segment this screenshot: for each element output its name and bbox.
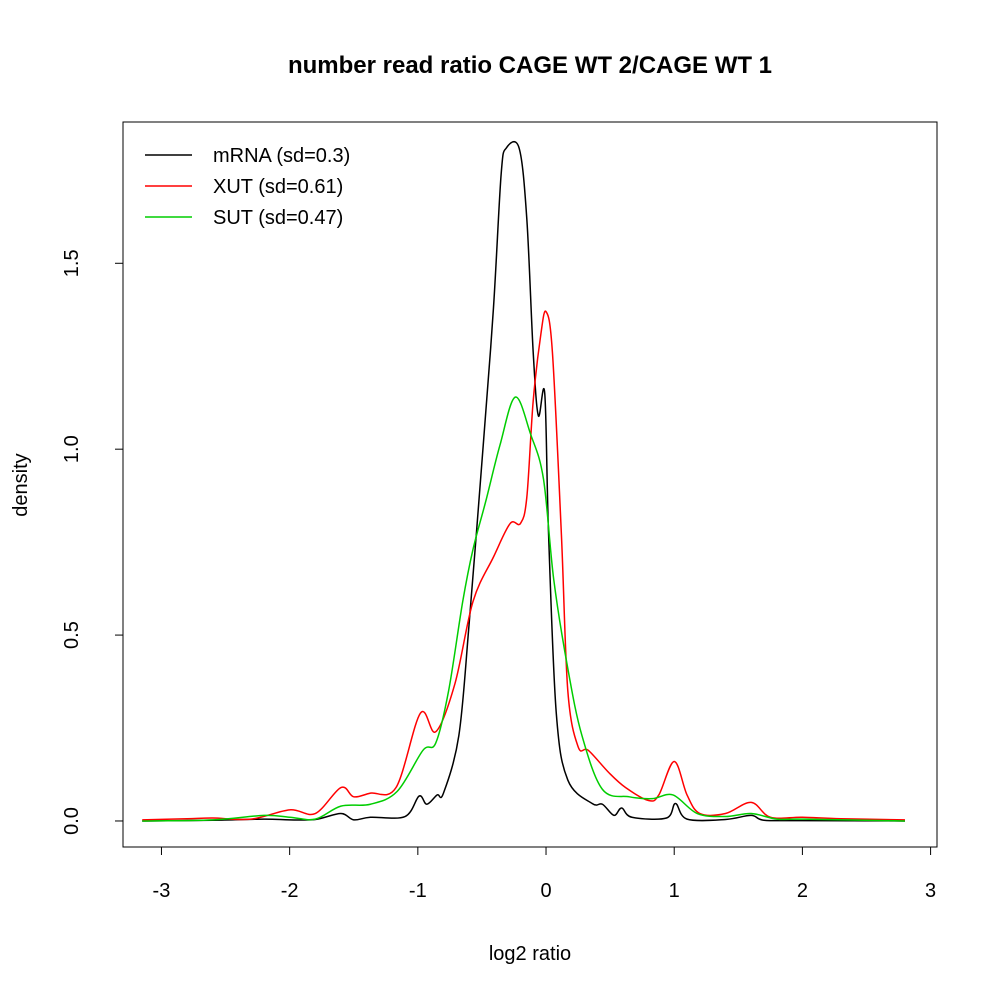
series-lines xyxy=(142,140,905,822)
legend: mRNA (sd=0.3) XUT (sd=0.61) SUT (sd=0.47) xyxy=(145,145,350,229)
y-tick-label: 0.5 xyxy=(61,621,83,649)
y-axis: 0.0 0.5 1.0 1.5 xyxy=(61,249,124,835)
x-tick-label: 3 xyxy=(925,880,936,902)
legend-label-2: SUT (sd=0.47) xyxy=(213,207,343,229)
y-tick-label: 0.0 xyxy=(61,807,83,835)
x-tick-label: 2 xyxy=(797,880,808,902)
plot-frame xyxy=(122,121,938,848)
series-line-2 xyxy=(142,396,905,822)
series-line-0 xyxy=(142,140,905,822)
legend-label-1: XUT (sd=0.61) xyxy=(213,176,343,198)
x-axis: -3 -2 -1 0 1 2 3 xyxy=(153,846,936,902)
x-axis-label: log2 ratio xyxy=(489,943,571,965)
series-line-1 xyxy=(142,310,905,821)
x-tick-label: -1 xyxy=(409,880,427,902)
y-tick-label: 1.5 xyxy=(61,249,83,277)
x-tick-label: -2 xyxy=(281,880,299,902)
x-tick-label: 1 xyxy=(669,880,680,902)
y-tick-label: 1.0 xyxy=(61,435,83,463)
x-tick-label: 0 xyxy=(540,880,551,902)
chart-title: number read ratio CAGE WT 2/CAGE WT 1 xyxy=(288,52,772,79)
x-tick-label: -3 xyxy=(153,880,171,902)
legend-label-0: mRNA (sd=0.3) xyxy=(213,145,350,167)
y-axis-label: density xyxy=(10,453,32,516)
